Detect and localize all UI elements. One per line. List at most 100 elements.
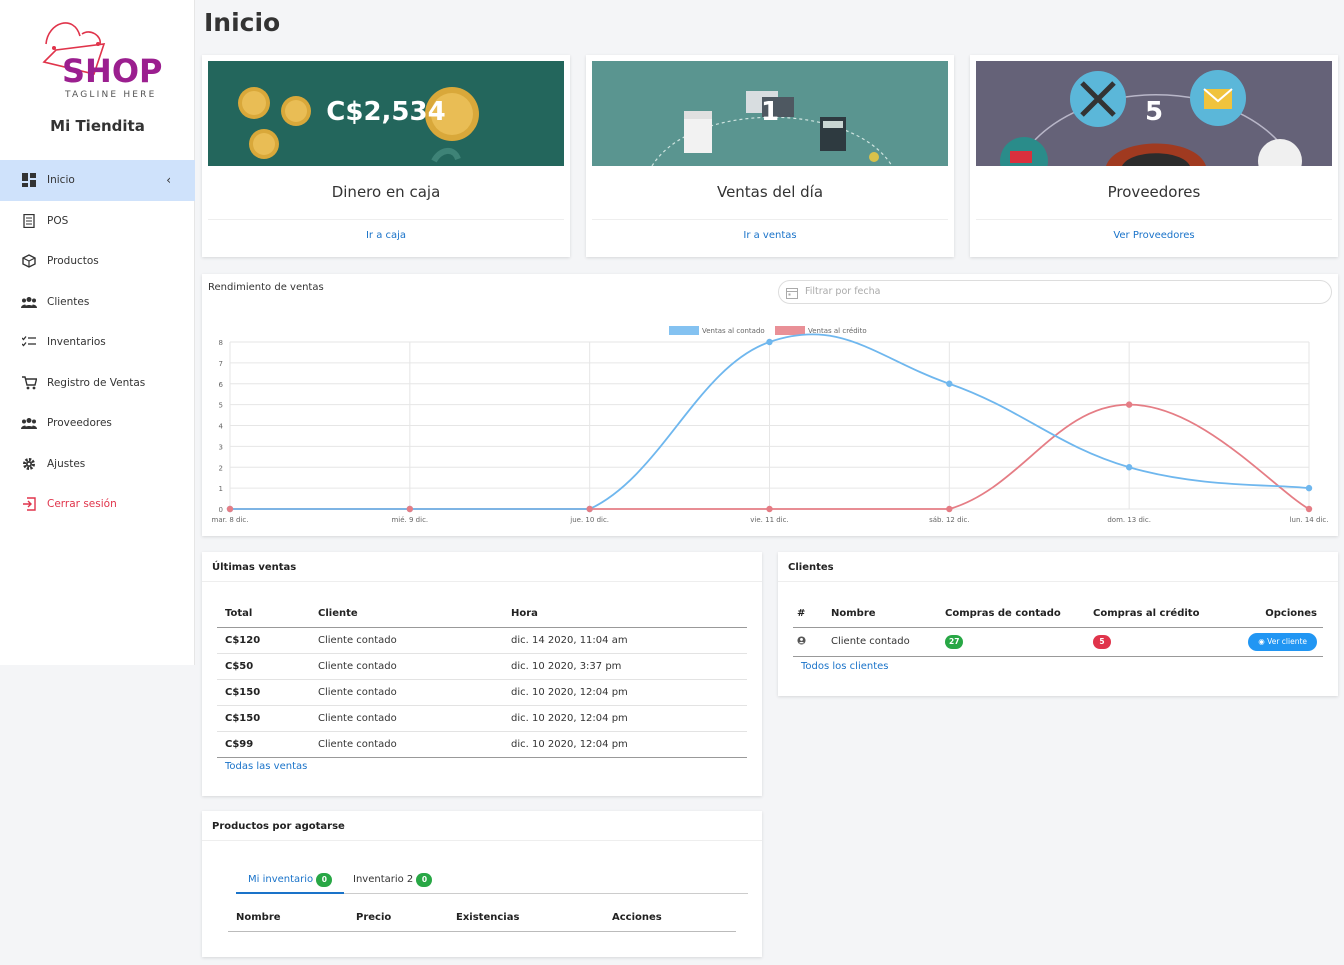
view-client-button[interactable]: ◉ Ver cliente [1248,632,1317,651]
data-point [1125,401,1133,408]
tools-illustration [1000,70,1302,166]
sale-time: dic. 10 2020, 12:04 pm [503,731,747,758]
table-row: C$50 Cliente contado dic. 10 2020, 3:37 … [217,653,747,680]
chevron-left-icon: ‹ [166,173,171,187]
user-circle-icon [797,635,806,648]
tab-count-badge: 0 [316,873,333,887]
clients-title: Clientes [778,552,1338,582]
shop-logo: SHOP TAGLINE HERE [34,14,164,106]
sale-time: dic. 10 2020, 3:37 pm [503,653,747,680]
x-tick-label: mar. 8 dic. [212,516,249,524]
x-tick-label: sáb. 12 dic. [929,516,969,524]
client-name: Cliente contado [827,627,941,657]
sidebar-item-inicio[interactable]: Inicio ‹ [0,160,195,201]
sidebar: SHOP TAGLINE HERE Mi Tiendita Inicio ‹ P… [0,0,195,665]
col-client: Cliente [310,600,503,628]
sale-client: Cliente contado [310,679,503,706]
date-filter-input[interactable]: Filtrar por fecha [778,280,1332,304]
calendar-icon [786,286,798,308]
y-tick-label: 3 [219,443,223,451]
sale-client: Cliente contado [310,705,503,732]
box-icon [21,253,37,269]
chart-title: Rendimiento de ventas [208,282,324,293]
clients-card: Clientes # Nombre Compras de contado Com… [778,552,1338,696]
col-actions: Acciones [604,905,736,932]
low-stock-card: Productos por agotarse Mi inventario 0 I… [202,811,762,957]
eye-icon: ◉ [1258,636,1265,646]
x-tick-label: mié. 9 dic. [391,516,428,524]
sidebar-item-productos[interactable]: Productos [0,241,195,282]
gear-icon [21,456,37,472]
tab-inventario-2[interactable]: Inventario 2 0 [353,873,433,894]
date-filter-placeholder: Filtrar por fecha [805,286,881,297]
sidebar-item-pos[interactable]: POS [0,201,195,242]
all-clients-link[interactable]: Todos los clientes [801,661,889,672]
col-time: Hora [503,600,747,628]
sidebar-item-cerrar-sesion[interactable]: Cerrar sesión [0,484,195,525]
users-icon [21,294,37,310]
col-number: # [793,600,827,628]
view-client-label: Ver cliente [1267,636,1307,646]
sale-client: Cliente contado [310,653,503,680]
sidebar-item-label: Registro de Ventas [47,376,146,389]
all-sales-link[interactable]: Todas las ventas [225,761,308,772]
tab-mi-inventario[interactable]: Mi inventario 0 [236,873,345,894]
sidebar-nav: Inicio ‹ POS Productos Clientes Invent [0,160,195,525]
legend-label: Ventas al contado [702,327,765,335]
sidebar-item-label: Proveedores [47,417,112,430]
card-divider [208,219,564,220]
clients-table: # Nombre Compras de contado Compras al c… [793,600,1323,657]
sidebar-item-ajustes[interactable]: Ajustes [0,444,195,485]
inventory-tabs: Mi inventario 0 Inventario 2 0 [236,869,748,894]
sales-card: 1 Ventas del día Ir a ventas [586,55,954,257]
y-tick-label: 6 [219,381,224,389]
col-total: Total [217,600,310,628]
sidebar-item-clientes[interactable]: Clientes [0,282,195,323]
credit-count-badge: 5 [1093,634,1111,649]
store-name: Mi Tiendita [50,117,145,135]
col-name: Nombre [827,600,941,628]
sidebar-item-label: Inventarios [47,336,106,349]
data-point [1125,464,1133,471]
y-tick-label: 7 [219,360,223,368]
cash-link[interactable]: Ir a caja [365,230,407,241]
client-credit-cell: 5 [1089,627,1219,657]
sidebar-item-label: Cerrar sesión [47,498,117,511]
sales-label: Ventas del día [716,183,824,201]
data-point [1305,505,1313,513]
y-tick-label: 1 [219,485,223,493]
x-tick-label: vie. 11 dic. [750,516,788,524]
sidebar-item-label: Productos [47,255,99,268]
suppliers-banner: 5 [976,61,1332,166]
sale-total: C$150 [217,679,310,706]
sales-link[interactable]: Ir a ventas [743,230,797,241]
sidebar-item-label: Clientes [47,295,90,308]
tab-label: Mi inventario [248,874,314,885]
suppliers-link[interactable]: Ver Proveedores [1113,230,1195,241]
data-point [586,505,593,513]
client-options-cell: ◉ Ver cliente [1219,627,1323,657]
suppliers-label: Proveedores [1107,183,1201,201]
sale-time: dic. 10 2020, 12:04 pm [503,705,747,732]
sidebar-item-registro-ventas[interactable]: Registro de Ventas [0,363,195,404]
sales-banner: 1 [592,61,948,166]
y-tick-label: 4 [219,423,224,431]
col-product-name: Nombre [228,905,348,932]
card-divider [592,219,948,220]
data-point [766,505,773,513]
page-title: Inicio [204,8,281,37]
sale-client: Cliente contado [310,731,503,758]
y-tick-label: 2 [219,464,223,472]
low-stock-table: Nombre Precio Existencias Acciones [228,905,736,932]
cash-banner: C$2,534 [208,61,564,166]
legend-label: Ventas al crédito [808,327,867,335]
data-point [406,505,414,513]
calculator-illustration [651,91,893,166]
sidebar-item-inventarios[interactable]: Inventarios [0,322,195,363]
card-divider [976,219,1332,220]
users-icon [21,415,37,431]
table-row: Cliente contado 27 5 ◉ Ver cliente [793,627,1323,657]
sidebar-item-proveedores[interactable]: Proveedores [0,403,195,444]
cash-value: C$2,534 [326,97,446,127]
receipt-icon [21,213,37,229]
